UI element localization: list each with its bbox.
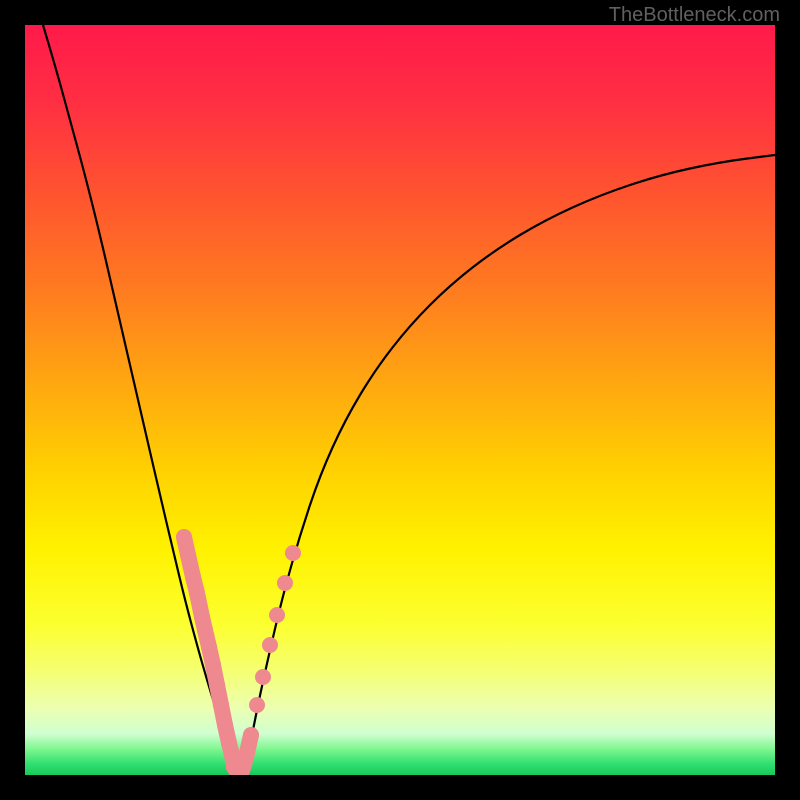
plot-area: [25, 25, 775, 775]
marker-dot: [213, 697, 229, 713]
marker-dot: [269, 607, 285, 623]
marker-dot: [185, 569, 201, 585]
marker-dot: [180, 547, 196, 563]
marker-dot: [262, 637, 278, 653]
marker-dot: [176, 529, 192, 545]
chart-container: TheBottleneck.com: [0, 0, 800, 800]
marker-dot: [189, 585, 205, 601]
watermark-text: TheBottleneck.com: [609, 4, 780, 27]
marker-dot: [285, 545, 301, 561]
marker-dot: [217, 717, 233, 733]
marker-dot: [239, 745, 255, 761]
marker-dot: [255, 669, 271, 685]
marker-dot: [197, 622, 213, 638]
marker-dot: [201, 639, 217, 655]
marker-dot: [249, 697, 265, 713]
marker-dot: [205, 657, 221, 673]
marker-dot: [209, 677, 225, 693]
bottleneck-chart: [25, 25, 775, 775]
marker-dot: [277, 575, 293, 591]
marker-dot: [243, 727, 259, 743]
